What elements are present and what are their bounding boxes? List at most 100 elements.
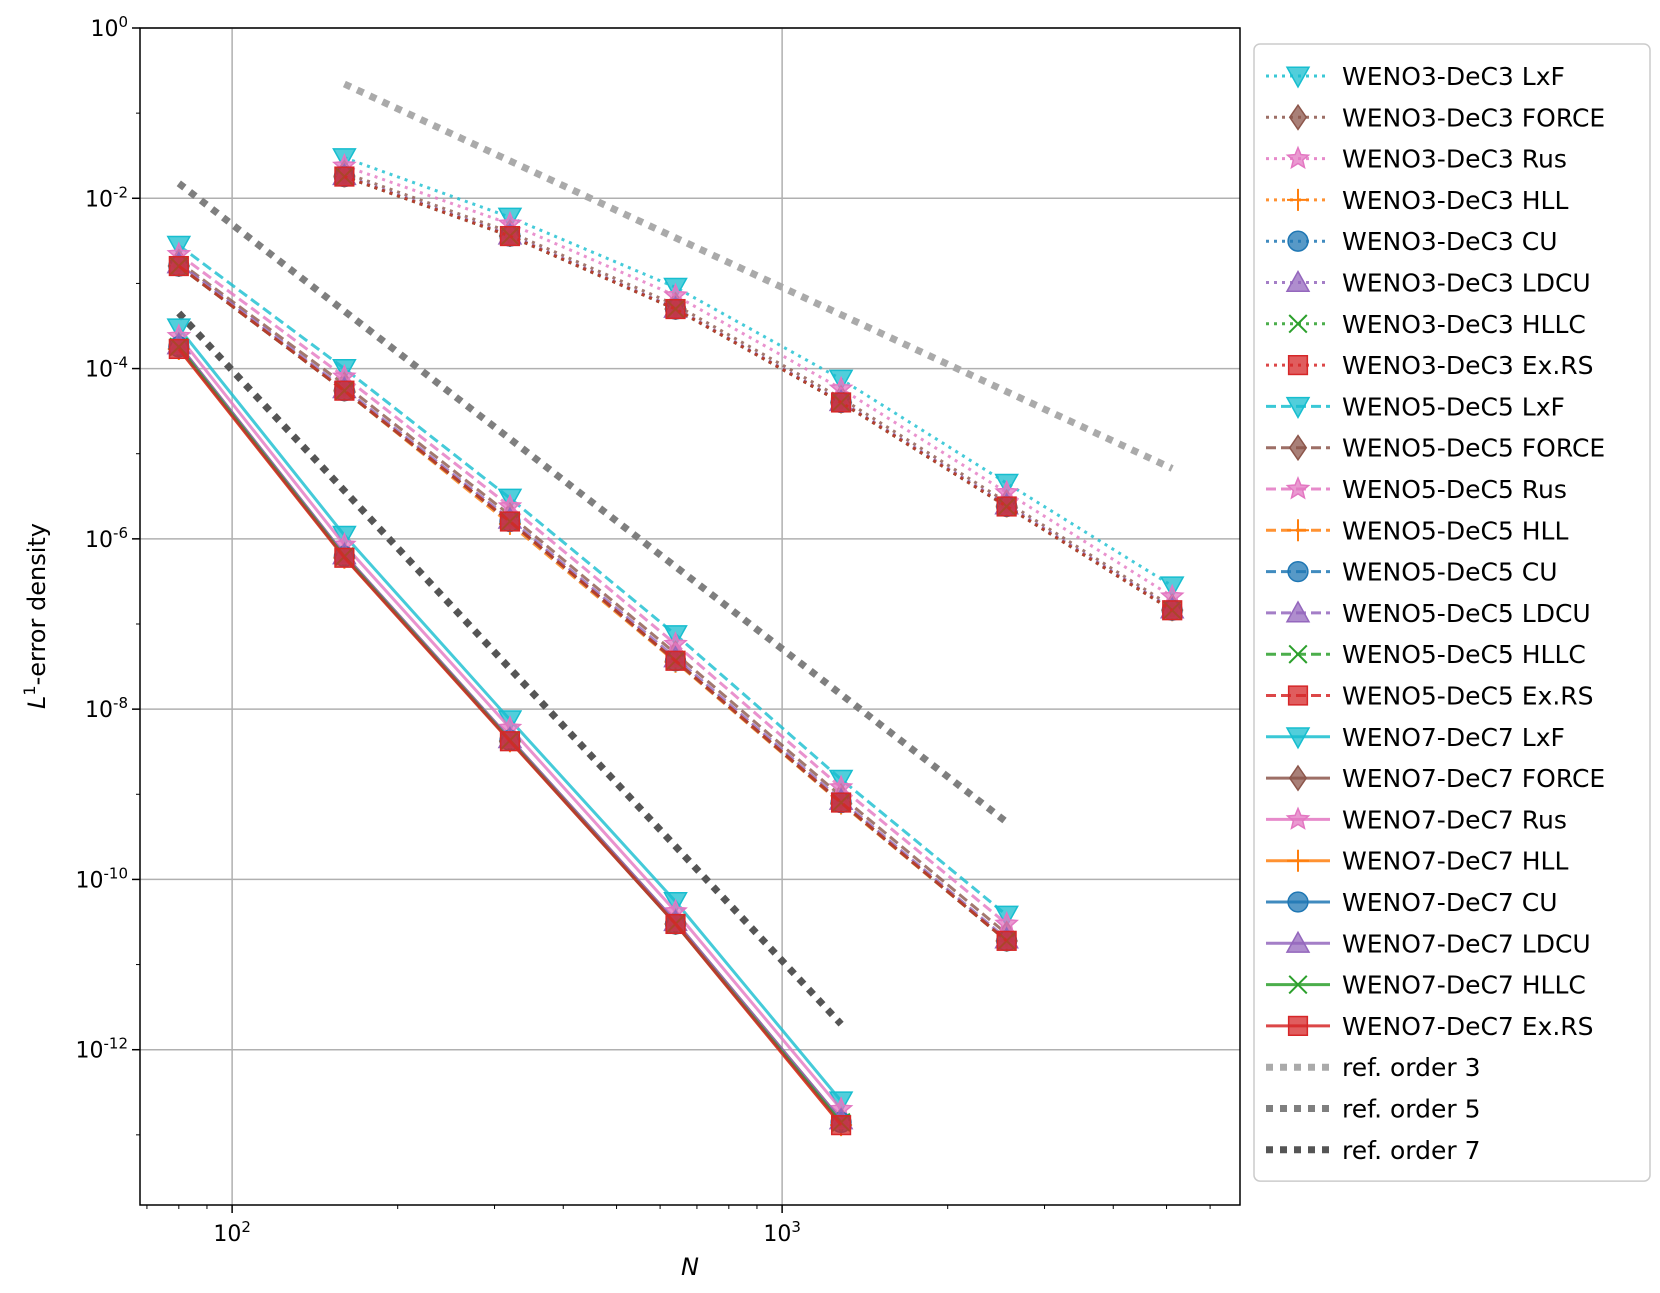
series-line — [177, 264, 1008, 942]
data-point — [1162, 600, 1183, 621]
legend-marker — [1287, 355, 1309, 376]
legend-label: WENO3-DeC3 FORCE — [1342, 103, 1605, 132]
plot-area — [140, 28, 1240, 1205]
legend-label: ref. order 3 — [1342, 1053, 1481, 1082]
legend-item: WENO5-DeC5 HLL — [1266, 516, 1568, 545]
legend-item: WENO7-DeC7 FORCE — [1266, 764, 1605, 793]
y-tick-base: 10 — [76, 1039, 104, 1064]
legend-marker — [1285, 269, 1311, 293]
legend-label: WENO7-DeC7 Ex.RS — [1342, 1012, 1594, 1041]
legend-label: WENO7-DeC7 FORCE — [1342, 764, 1605, 793]
x-tick-base: 10 — [763, 1222, 791, 1247]
data-point — [665, 913, 686, 935]
legend-marker — [1288, 764, 1308, 792]
legend-label: WENO5-DeC5 LDCU — [1342, 599, 1591, 628]
y-tick-label: 10-2 — [85, 183, 128, 212]
legend-marker — [1287, 519, 1309, 542]
reference-line — [342, 80, 1174, 472]
series-lines — [166, 148, 1185, 1137]
legend-item: WENO7-DeC7 HLLC — [1266, 971, 1586, 1000]
series-line — [343, 175, 1173, 612]
legend-item: WENO3-DeC3 Ex.RS — [1266, 351, 1594, 380]
x-tick-label: 103 — [763, 1218, 801, 1247]
legend-item: WENO3-DeC3 Rus — [1266, 145, 1567, 174]
data-series — [168, 338, 852, 1136]
legend-item: WENO5-DeC5 FORCE — [1266, 434, 1605, 463]
legend-marker — [1288, 644, 1308, 664]
reference-line — [176, 180, 1009, 825]
legend-item: WENO3-DeC3 HLLC — [1266, 310, 1586, 339]
legend-label: WENO3-DeC3 Ex.RS — [1342, 351, 1594, 380]
legend-marker — [1285, 600, 1311, 623]
y-tick-exponent: -2 — [113, 183, 128, 201]
legend-label: WENO7-DeC7 LDCU — [1342, 929, 1591, 958]
legend-marker — [1288, 103, 1308, 131]
legend-item: WENO5-DeC5 LDCU — [1266, 599, 1591, 628]
legend-item: WENO5-DeC5 Ex.RS — [1266, 682, 1594, 711]
data-point — [168, 255, 189, 277]
data-series — [168, 255, 1017, 951]
x-tick-label: 102 — [213, 1218, 251, 1247]
legend-label: ref. order 5 — [1342, 1095, 1481, 1124]
data-point — [830, 392, 852, 413]
x-tick-exponent: 3 — [791, 1218, 801, 1236]
series-line — [343, 156, 1173, 588]
legend-marker — [1287, 1015, 1309, 1036]
legend-item: WENO7-DeC7 HLL — [1266, 847, 1568, 876]
legend-label: WENO7-DeC7 HLLC — [1342, 971, 1586, 1000]
y-axis-label: L1-error density — [20, 523, 51, 709]
legend-item: ref. order 7 — [1266, 1136, 1481, 1165]
y-tick-base: 10 — [76, 868, 104, 893]
legend-item: WENO5-DeC5 LxF — [1266, 392, 1565, 421]
y-tick-label: 100 — [90, 13, 128, 42]
data-point — [830, 792, 852, 813]
data-point — [334, 166, 355, 187]
x-tick-base: 10 — [213, 1222, 241, 1247]
y-tick-label: 10-10 — [76, 864, 129, 893]
legend-marker — [1288, 314, 1308, 334]
x-axis-label: N — [681, 1253, 699, 1281]
legend-label: WENO7-DeC7 HLL — [1342, 847, 1568, 876]
series-line — [177, 262, 1008, 941]
data-point — [499, 225, 521, 247]
legend-marker — [1285, 145, 1311, 170]
data-point — [168, 338, 189, 360]
series-line — [177, 260, 1008, 935]
legend-label: WENO3-DeC3 HLL — [1342, 186, 1568, 215]
legend-item: WENO3-DeC3 LDCU — [1266, 269, 1591, 298]
legend-item: WENO5-DeC5 CU — [1266, 558, 1558, 587]
data-point — [665, 650, 686, 671]
legend-item: WENO7-DeC7 Rus — [1266, 805, 1567, 834]
legend-item: ref. order 5 — [1266, 1095, 1481, 1124]
plot-frame — [139, 27, 1241, 1206]
legend-item: WENO7-DeC7 LxF — [1266, 723, 1565, 752]
legend-label: WENO5-DeC5 Ex.RS — [1342, 682, 1594, 711]
legend-marker — [1287, 849, 1309, 872]
legend-marker — [1288, 434, 1308, 462]
legend-label: WENO5-DeC5 HLL — [1342, 516, 1568, 545]
legend-marker — [1287, 891, 1309, 913]
legend-label: WENO3-DeC3 HLLC — [1342, 310, 1586, 339]
legend-item: WENO5-DeC5 HLLC — [1266, 640, 1586, 669]
y-tick-base: 10 — [85, 698, 113, 723]
legend-marker — [1285, 806, 1311, 830]
legend-marker — [1287, 230, 1309, 252]
legend-label: WENO3-DeC3 LDCU — [1342, 269, 1591, 298]
legend-item: WENO3-DeC3 CU — [1266, 227, 1558, 256]
legend-marker — [1285, 476, 1311, 500]
y-tick-label: 10-8 — [85, 694, 128, 723]
legend-marker — [1287, 560, 1309, 583]
series-line — [177, 244, 1008, 917]
data-point — [996, 496, 1017, 517]
legend-label: WENO5-DeC5 FORCE — [1342, 434, 1605, 463]
legend-frame — [1253, 43, 1651, 1182]
legend-label: WENO5-DeC5 CU — [1342, 558, 1558, 587]
data-point — [996, 930, 1017, 951]
y-tick-label: 10-4 — [85, 354, 128, 383]
legend-marker — [1287, 685, 1309, 706]
legend-marker — [1287, 188, 1309, 211]
legend-marker — [1288, 975, 1308, 995]
legend-item: WENO7-DeC7 LDCU — [1266, 929, 1591, 958]
